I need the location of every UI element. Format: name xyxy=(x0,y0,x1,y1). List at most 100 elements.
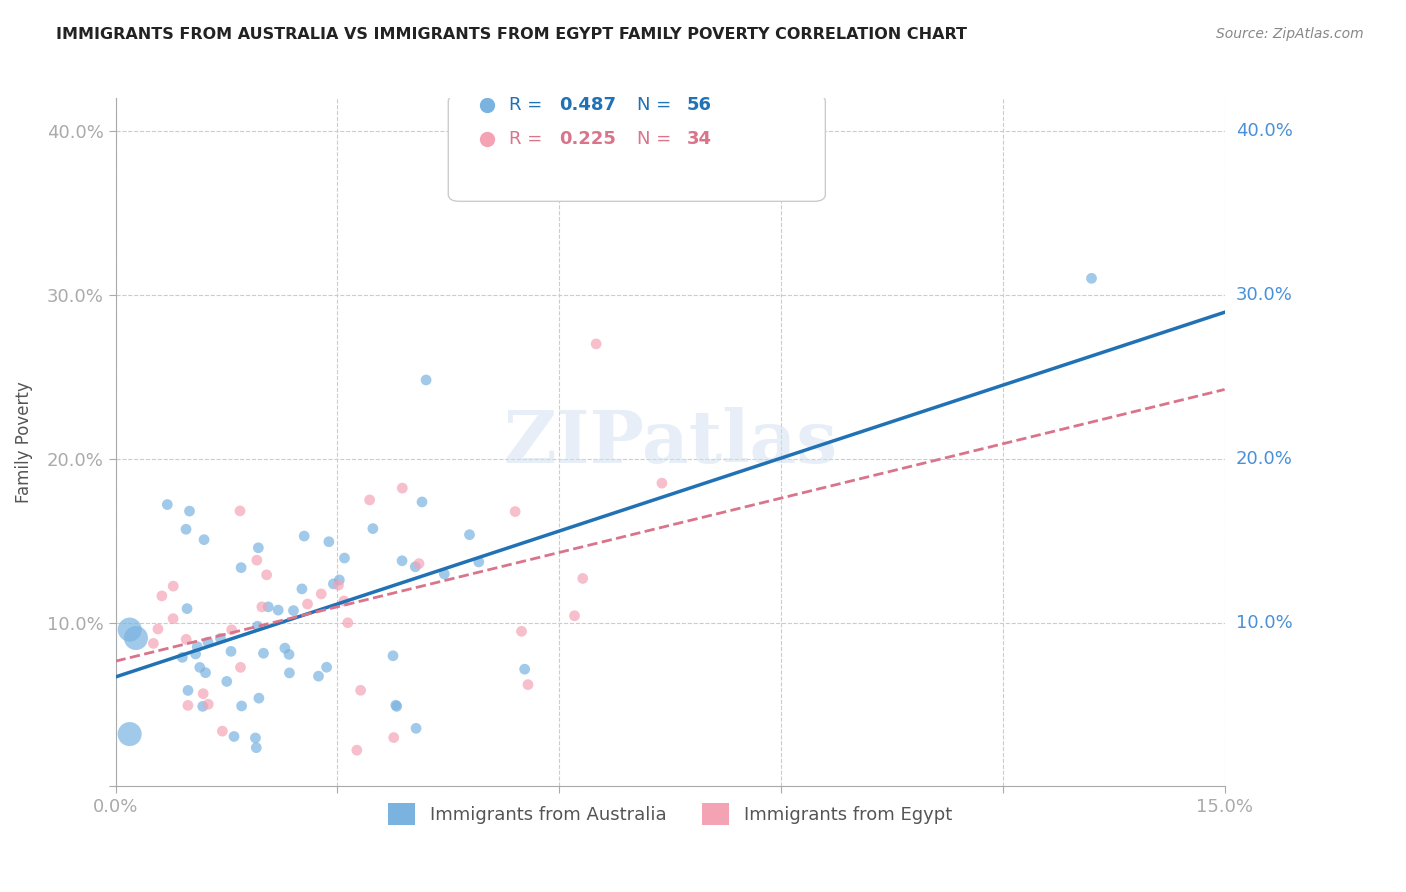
Point xyxy=(193,533,215,547)
Point xyxy=(308,669,330,683)
Point xyxy=(404,559,426,574)
Point xyxy=(292,529,315,543)
Point xyxy=(391,554,413,568)
Point xyxy=(385,699,408,714)
Text: Source: ZipAtlas.com: Source: ZipAtlas.com xyxy=(1216,27,1364,41)
Point xyxy=(297,597,319,611)
Point xyxy=(585,337,607,351)
Point xyxy=(179,504,201,518)
Point xyxy=(184,647,207,661)
Point xyxy=(252,646,274,660)
Point xyxy=(278,648,301,662)
Point xyxy=(433,566,456,581)
Point xyxy=(222,730,245,744)
Point xyxy=(229,560,252,574)
Point xyxy=(221,623,243,637)
Point xyxy=(118,623,141,637)
Point xyxy=(250,599,273,614)
Point xyxy=(191,699,214,714)
Point xyxy=(318,534,340,549)
Point xyxy=(174,522,197,536)
Point xyxy=(229,504,252,518)
Point xyxy=(564,608,586,623)
Text: 10.0%: 10.0% xyxy=(1236,614,1292,632)
Point xyxy=(245,740,267,755)
Point xyxy=(384,698,406,713)
Text: 0.225: 0.225 xyxy=(560,130,616,148)
Text: 30.0%: 30.0% xyxy=(1236,285,1292,304)
Point xyxy=(193,687,215,701)
Point xyxy=(333,551,356,566)
Text: 40.0%: 40.0% xyxy=(1236,122,1292,140)
Point xyxy=(257,599,280,614)
Point xyxy=(291,582,314,596)
Point xyxy=(361,522,384,536)
Text: R =: R = xyxy=(509,130,548,148)
Point xyxy=(1080,271,1102,285)
Point xyxy=(177,698,200,713)
Text: N =: N = xyxy=(637,130,676,148)
Point xyxy=(211,724,233,739)
Point xyxy=(267,603,290,617)
Text: IMMIGRANTS FROM AUSTRALIA VS IMMIGRANTS FROM EGYPT FAMILY POVERTY CORRELATION CH: IMMIGRANTS FROM AUSTRALIA VS IMMIGRANTS … xyxy=(56,27,967,42)
Point xyxy=(247,691,270,706)
Text: 20.0%: 20.0% xyxy=(1236,450,1292,467)
Point xyxy=(177,683,200,698)
Point xyxy=(322,577,344,591)
Point xyxy=(156,498,179,512)
Point xyxy=(415,373,437,387)
Point xyxy=(118,727,141,741)
Point xyxy=(278,665,301,680)
Point xyxy=(229,660,252,674)
Point xyxy=(382,731,405,745)
Text: 0.487: 0.487 xyxy=(560,96,616,114)
Point xyxy=(336,615,359,630)
Text: ZIPatlas: ZIPatlas xyxy=(503,407,837,478)
Point xyxy=(315,660,337,674)
Point xyxy=(188,660,211,674)
Text: 34: 34 xyxy=(686,130,711,148)
Point xyxy=(349,683,371,698)
Point xyxy=(458,527,481,541)
Point xyxy=(382,648,405,663)
Point xyxy=(405,722,427,736)
Point xyxy=(197,697,219,711)
Point xyxy=(246,553,269,567)
Point xyxy=(176,601,198,615)
Point xyxy=(468,555,491,569)
Point xyxy=(517,678,540,692)
Point xyxy=(146,622,169,636)
Point xyxy=(247,541,270,555)
Point xyxy=(186,640,208,654)
Point xyxy=(359,492,381,507)
Point xyxy=(510,624,533,639)
Legend: Immigrants from Australia, Immigrants from Egypt: Immigrants from Australia, Immigrants fr… xyxy=(381,796,959,832)
Point xyxy=(328,578,350,592)
Point xyxy=(274,641,297,656)
Point xyxy=(142,636,165,650)
Text: 56: 56 xyxy=(686,96,711,114)
Point xyxy=(309,587,332,601)
Point xyxy=(150,589,173,603)
FancyBboxPatch shape xyxy=(449,95,825,202)
Text: N =: N = xyxy=(637,96,676,114)
Point xyxy=(246,619,269,633)
Point xyxy=(231,698,253,713)
Point xyxy=(194,665,217,680)
Point xyxy=(174,632,197,647)
Point xyxy=(391,481,413,495)
Point xyxy=(651,476,673,491)
Point xyxy=(219,644,242,658)
Point xyxy=(328,573,350,587)
Point xyxy=(346,743,368,757)
Point xyxy=(333,594,356,608)
Point xyxy=(408,557,430,571)
Point xyxy=(256,567,278,582)
Point xyxy=(571,571,593,585)
Point xyxy=(209,632,232,646)
Point xyxy=(503,505,526,519)
Point xyxy=(513,662,536,676)
Point xyxy=(162,579,184,593)
Point xyxy=(172,650,194,665)
Y-axis label: Family Poverty: Family Poverty xyxy=(15,382,32,503)
